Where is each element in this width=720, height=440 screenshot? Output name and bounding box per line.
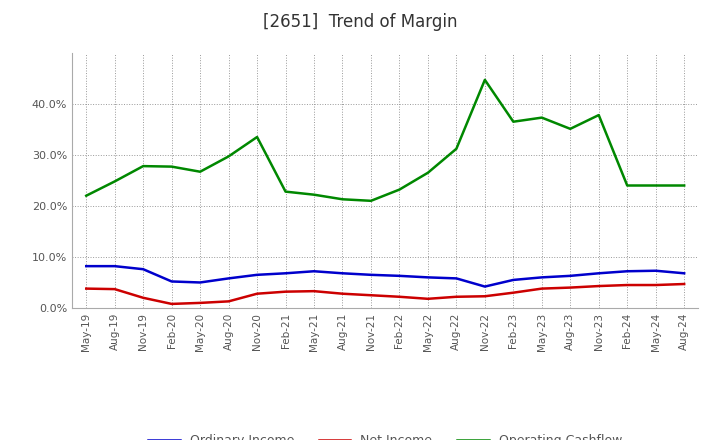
Operating Cashflow <box>167 164 176 169</box>
Net Income <box>139 295 148 301</box>
Ordinary Income <box>652 268 660 273</box>
Ordinary Income <box>82 264 91 269</box>
Operating Cashflow <box>395 187 404 192</box>
Net Income <box>595 283 603 289</box>
Net Income <box>167 301 176 307</box>
Net Income <box>366 293 375 298</box>
Ordinary Income <box>139 267 148 272</box>
Ordinary Income <box>395 273 404 279</box>
Ordinary Income <box>480 284 489 289</box>
Net Income <box>652 282 660 288</box>
Net Income <box>480 293 489 299</box>
Ordinary Income <box>310 268 318 274</box>
Operating Cashflow <box>623 183 631 188</box>
Net Income <box>566 285 575 290</box>
Net Income <box>82 286 91 291</box>
Line: Operating Cashflow: Operating Cashflow <box>86 80 684 201</box>
Ordinary Income <box>110 264 119 269</box>
Ordinary Income <box>282 271 290 276</box>
Operating Cashflow <box>537 115 546 120</box>
Text: [2651]  Trend of Margin: [2651] Trend of Margin <box>263 13 457 31</box>
Ordinary Income <box>680 271 688 276</box>
Net Income <box>509 290 518 295</box>
Operating Cashflow <box>652 183 660 188</box>
Operating Cashflow <box>196 169 204 174</box>
Operating Cashflow <box>225 154 233 159</box>
Operating Cashflow <box>82 193 91 198</box>
Ordinary Income <box>537 275 546 280</box>
Operating Cashflow <box>139 164 148 169</box>
Operating Cashflow <box>338 197 347 202</box>
Operating Cashflow <box>509 119 518 125</box>
Net Income <box>338 291 347 297</box>
Operating Cashflow <box>310 192 318 197</box>
Operating Cashflow <box>566 126 575 132</box>
Ordinary Income <box>566 273 575 279</box>
Net Income <box>282 289 290 294</box>
Operating Cashflow <box>680 183 688 188</box>
Net Income <box>680 281 688 286</box>
Ordinary Income <box>338 271 347 276</box>
Net Income <box>395 294 404 299</box>
Net Income <box>423 296 432 301</box>
Net Income <box>310 289 318 294</box>
Operating Cashflow <box>595 113 603 118</box>
Ordinary Income <box>623 268 631 274</box>
Net Income <box>452 294 461 299</box>
Operating Cashflow <box>110 179 119 184</box>
Net Income <box>225 299 233 304</box>
Ordinary Income <box>595 271 603 276</box>
Net Income <box>253 291 261 297</box>
Operating Cashflow <box>423 170 432 176</box>
Operating Cashflow <box>366 198 375 203</box>
Ordinary Income <box>253 272 261 278</box>
Ordinary Income <box>423 275 432 280</box>
Net Income <box>537 286 546 291</box>
Operating Cashflow <box>253 134 261 139</box>
Operating Cashflow <box>452 146 461 151</box>
Ordinary Income <box>167 279 176 284</box>
Net Income <box>623 282 631 288</box>
Ordinary Income <box>225 276 233 281</box>
Operating Cashflow <box>282 189 290 194</box>
Ordinary Income <box>509 277 518 282</box>
Legend: Ordinary Income, Net Income, Operating Cashflow: Ordinary Income, Net Income, Operating C… <box>143 429 627 440</box>
Ordinary Income <box>366 272 375 278</box>
Net Income <box>110 286 119 292</box>
Ordinary Income <box>196 280 204 285</box>
Line: Net Income: Net Income <box>86 284 684 304</box>
Ordinary Income <box>452 276 461 281</box>
Operating Cashflow <box>480 77 489 82</box>
Net Income <box>196 300 204 305</box>
Line: Ordinary Income: Ordinary Income <box>86 266 684 286</box>
